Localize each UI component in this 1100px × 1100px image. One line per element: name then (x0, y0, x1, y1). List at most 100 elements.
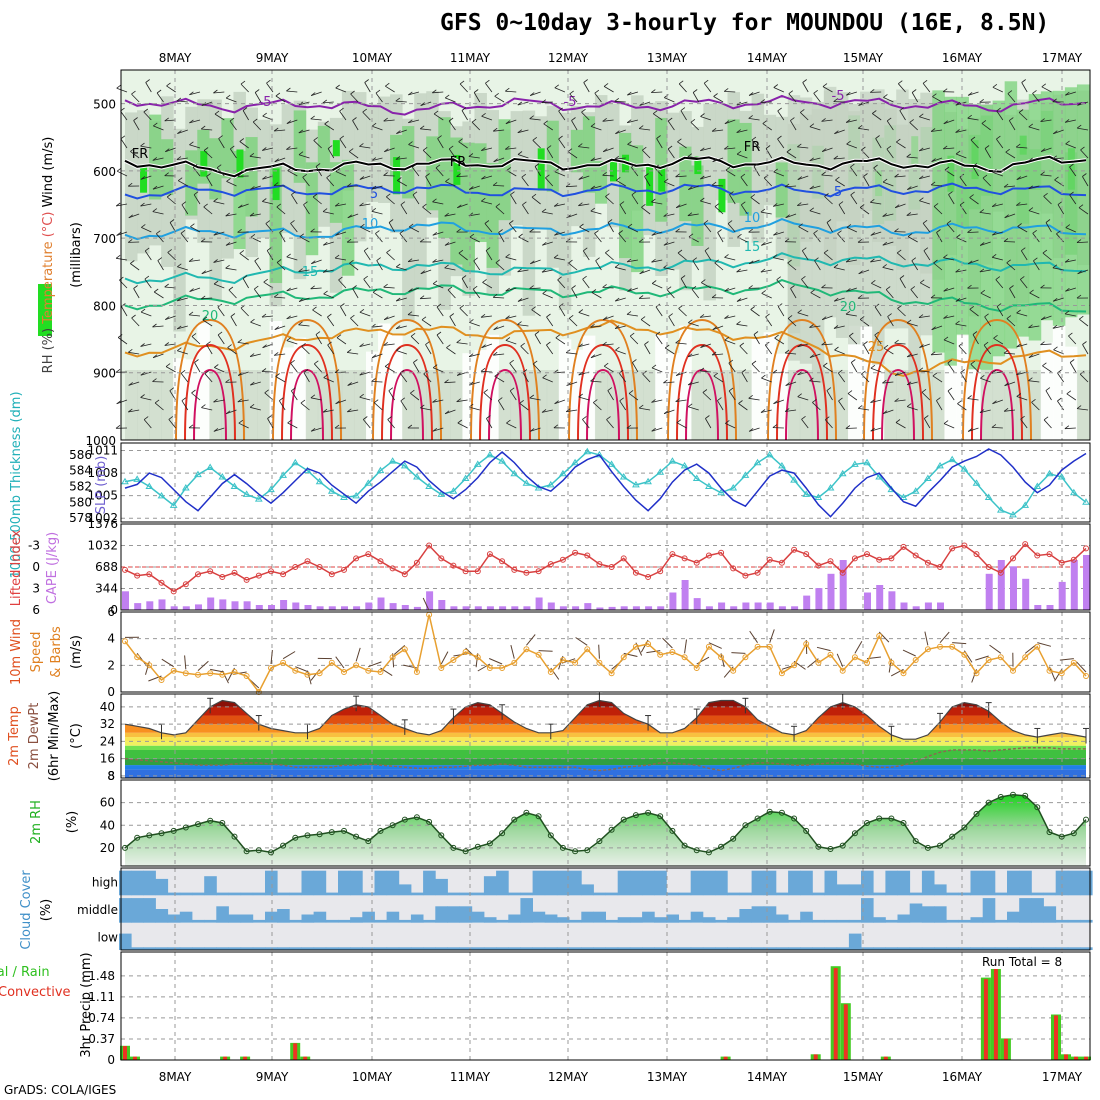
cloud-bar-middle (423, 919, 436, 923)
wind-barb (931, 157, 943, 162)
wind-barb (846, 287, 857, 292)
wind-barb (310, 285, 315, 290)
rh2m-point (255, 847, 262, 854)
rh2m-point (657, 813, 664, 820)
thickness-point (133, 475, 142, 482)
wind-barb (590, 157, 596, 162)
wind-barb (676, 422, 687, 429)
cloud-bar-high (496, 870, 509, 896)
cloud-bar-high (763, 870, 777, 896)
wind-barb (921, 392, 931, 401)
wind-barb (603, 147, 614, 153)
wind-speed-point (280, 659, 287, 666)
pressure-tick: 500 (93, 98, 116, 112)
wind-barb (729, 191, 734, 195)
wind-barb (239, 253, 249, 261)
wind-barb (448, 145, 454, 150)
wind-barb (924, 415, 929, 419)
wind-barb (226, 181, 237, 187)
wind-barb (760, 409, 766, 413)
wind-barb (383, 341, 388, 346)
wind-barb (459, 307, 468, 317)
wind-barb (872, 110, 877, 114)
thickness-ylabel: 1000-500mb Thickness (dm) (9, 391, 24, 578)
wind-barb (972, 331, 978, 335)
wind-barb (473, 257, 478, 262)
wind-barb (310, 92, 316, 96)
wind-barb (386, 252, 395, 261)
wind-barb (505, 119, 517, 125)
wind-barb (578, 202, 583, 207)
wind-barb (432, 259, 444, 263)
thickness-point (948, 455, 957, 463)
thickness-point (254, 495, 263, 502)
wind-barb (875, 138, 882, 149)
wind-barb (1079, 315, 1084, 320)
rh2m-point (851, 830, 858, 837)
cape-bar (182, 606, 190, 611)
contour-label: 5 (834, 185, 842, 200)
wind-speed-point (657, 651, 664, 658)
wind-barb (1076, 124, 1082, 129)
wind-barb (152, 211, 164, 215)
wind-barb (425, 176, 432, 187)
wind-barb (152, 378, 157, 382)
cape-bar (742, 602, 750, 610)
wind-barb (359, 396, 371, 401)
rh-shade (799, 370, 813, 440)
cloud-level-label: low (98, 930, 119, 944)
wind-barb (885, 286, 891, 290)
thickness-point (157, 491, 166, 499)
cloud-bar-high (423, 870, 436, 896)
wind-barb (203, 150, 213, 159)
wind-barb (1077, 269, 1089, 275)
wind-barb (347, 352, 359, 355)
wind-barb (267, 418, 274, 429)
wind-barb (714, 203, 720, 207)
thickness-point (863, 458, 871, 466)
wind-barb (578, 312, 590, 317)
wind-barb (725, 423, 736, 429)
cloud-bar-high (654, 870, 667, 896)
wind-barb (566, 409, 578, 413)
cape-tick: 0 (110, 603, 118, 617)
cloud-bar-middle (204, 919, 217, 923)
cloud-bar-middle (605, 919, 619, 923)
thickness-point (656, 468, 665, 475)
wind-barb (748, 285, 753, 289)
wind-barb (639, 407, 651, 411)
wind-barb (664, 94, 669, 98)
wind-barb (651, 367, 663, 373)
wind-barb (128, 382, 133, 386)
wind-barb (607, 222, 614, 233)
wind-barb (169, 387, 175, 392)
wind-barb (1042, 249, 1048, 254)
wind-barb (1080, 149, 1089, 159)
wind-barb (995, 279, 1004, 289)
wind-barb (400, 400, 408, 411)
temp-band (125, 715, 1086, 725)
temp-band (125, 706, 1086, 716)
thickness-point (218, 472, 227, 480)
wind-speed-point (547, 669, 554, 675)
rh2m-point (450, 844, 457, 851)
wind-barb (473, 89, 479, 93)
wind-barb (959, 204, 967, 215)
wind-barb (748, 92, 754, 96)
wind-barb (826, 222, 833, 233)
wind-barb (639, 269, 651, 275)
wind-barb (242, 278, 249, 289)
wind-barb (632, 359, 637, 363)
wind-barb (578, 371, 583, 376)
cloud-bar-high (1019, 870, 1032, 896)
contour-label: 10 (362, 217, 379, 232)
wind-barb (1028, 207, 1034, 211)
rh-shade (462, 353, 475, 474)
wind-barb (602, 284, 607, 288)
wind-barb (461, 110, 468, 121)
cloud-bar-middle (119, 898, 132, 923)
wind-speed-point (791, 662, 798, 669)
wind-barb (845, 425, 851, 429)
wind-barb (485, 82, 493, 93)
wind-barb (627, 226, 639, 233)
